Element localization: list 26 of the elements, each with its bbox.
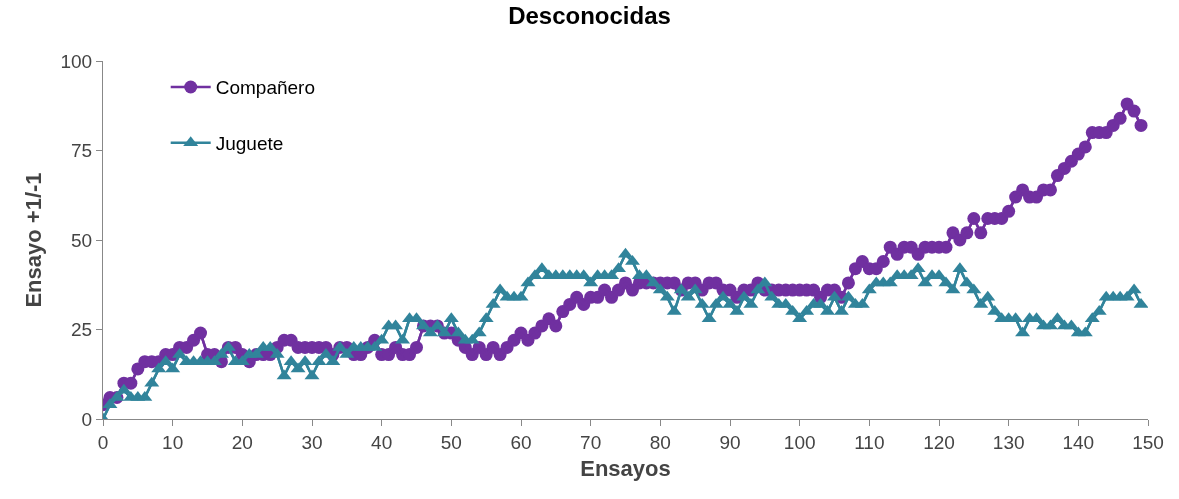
legend-label: Juguete [215, 133, 284, 155]
x-tick-label: 140 [1062, 431, 1095, 453]
y-tick-label: 50 [71, 229, 93, 251]
x-tick-label: 120 [923, 431, 955, 453]
x-tick-label: 30 [301, 431, 323, 453]
x-tick-label: 50 [440, 431, 462, 453]
x-tick-label: 40 [371, 431, 393, 453]
y-axis-title: Ensayo +1/-1 [21, 172, 47, 308]
x-tick-label: 110 [854, 431, 885, 453]
x-tick-label: 70 [580, 431, 602, 453]
x-tick-label: 80 [649, 431, 671, 453]
y-tick-label: 25 [71, 319, 93, 341]
x-tick-label: 20 [231, 431, 253, 453]
x-tick-label: 90 [719, 431, 741, 453]
x-tick-label: 150 [1132, 431, 1164, 453]
y-tick-label: 75 [71, 140, 93, 162]
x-tick-label: 10 [162, 431, 184, 453]
y-tick-label: 0 [81, 408, 93, 430]
x-tick-label: 100 [783, 431, 816, 453]
legend-label: Compañero [215, 77, 315, 99]
x-tick-label: 130 [992, 431, 1025, 453]
x-tick-label: 60 [510, 431, 532, 453]
chart-title: Desconocidas [508, 2, 671, 30]
y-tick-label: 100 [60, 50, 93, 72]
x-tick-label: 0 [97, 431, 109, 453]
x-axis-title: Ensayos [580, 455, 671, 481]
